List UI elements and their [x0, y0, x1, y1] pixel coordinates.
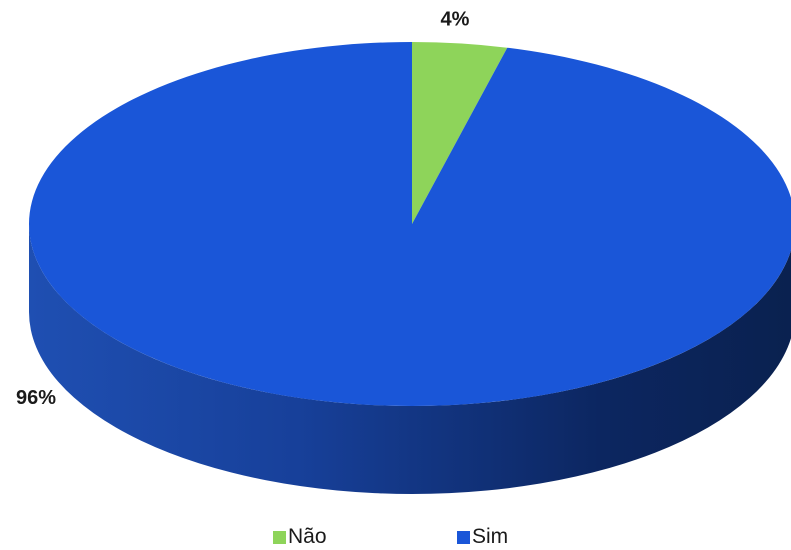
legend-swatch-nao [273, 530, 286, 544]
pie-slice-nao [412, 42, 508, 224]
pie-side-wall [29, 224, 791, 494]
legend-swatch-sim [457, 530, 470, 544]
data-label-nao: 4% [441, 8, 470, 30]
legend-item-nao: Não [273, 525, 327, 549]
legend: Não Sim [0, 525, 791, 550]
pie-chart-3d: 4% 96% [16, 8, 791, 494]
data-label-sim: 96% [16, 387, 56, 409]
pie-layer [28, 42, 791, 494]
legend-label-nao: Não [288, 525, 327, 548]
legend-item-sim: Sim [457, 525, 508, 549]
data-label-layer: 4% 96% [16, 8, 470, 409]
pie-slice-sim [28, 42, 791, 406]
legend-label-sim: Sim [472, 525, 509, 548]
